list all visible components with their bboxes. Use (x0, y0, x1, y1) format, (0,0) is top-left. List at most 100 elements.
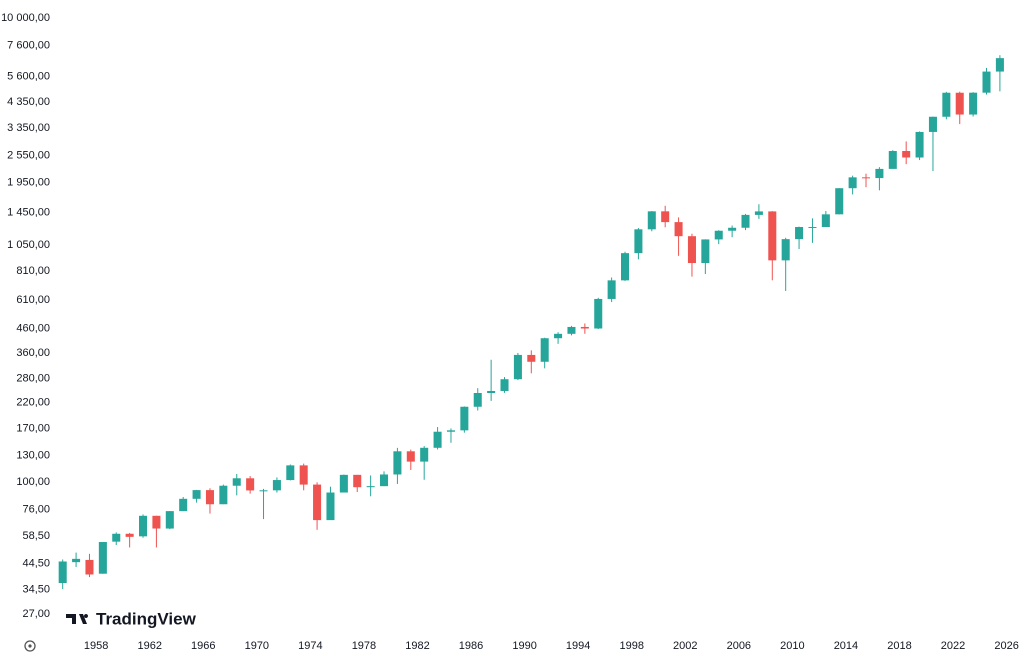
candle-body (286, 465, 295, 481)
candle-body (112, 533, 121, 542)
candle-body (607, 280, 616, 299)
candle-body (768, 211, 777, 261)
y-tick-label: 7 600,00 (7, 40, 50, 52)
y-tick-label: 130,00 (16, 450, 50, 462)
candle-body (500, 379, 509, 391)
candle-body (513, 354, 522, 380)
candle-body (848, 177, 857, 189)
candle-body (728, 227, 737, 231)
y-tick-label: 58,50 (22, 530, 50, 542)
candle-body (621, 253, 630, 281)
candle-body (72, 558, 81, 563)
candle-body (473, 392, 482, 407)
y-tick-label: 1 950,00 (7, 177, 50, 189)
candle-body (567, 326, 576, 334)
y-tick-label: 360,00 (16, 347, 50, 359)
candle-body (821, 214, 830, 228)
candle-body (915, 131, 924, 158)
candle-body (594, 298, 603, 329)
candle-body (861, 177, 871, 179)
y-tick-label: 10 000,00 (1, 12, 50, 24)
candle-body (446, 430, 455, 432)
candle-body (420, 447, 429, 462)
x-tick-label: 1982 (405, 640, 429, 652)
y-tick-label: 280,00 (16, 372, 50, 384)
candle-body (554, 333, 563, 339)
candle-body (540, 338, 549, 362)
watermark: TradingView (96, 609, 197, 628)
logo: TradingView (66, 609, 197, 628)
x-tick-label: 2018 (887, 640, 911, 652)
x-tick-label: 2010 (780, 640, 804, 652)
candle-body (795, 227, 804, 240)
candle-body (219, 485, 228, 505)
candle-body (741, 214, 750, 228)
x-tick-label: 2022 (941, 640, 965, 652)
y-tick-label: 44,50 (22, 558, 50, 570)
candle-body (687, 236, 696, 264)
y-tick-label: 3 350,00 (7, 122, 50, 134)
x-tick-label: 1974 (298, 640, 322, 652)
y-tick-label: 2 550,00 (7, 150, 50, 162)
candle-body (259, 490, 268, 492)
candle-body (232, 478, 241, 486)
gear[interactable] (24, 640, 36, 652)
candle-body (634, 229, 643, 254)
candle-body (942, 92, 951, 117)
candle-body (125, 533, 134, 537)
candle-body (433, 431, 442, 448)
y-tick-label: 810,00 (16, 265, 50, 277)
y-tick-label: 100,00 (16, 476, 50, 488)
logo-icon (66, 614, 89, 624)
y-tick-label: 170,00 (16, 423, 50, 435)
candle-body (888, 151, 897, 169)
x-tick-label: 1986 (459, 640, 483, 652)
candle-body (179, 498, 188, 512)
y-tick-label: 76,00 (22, 504, 50, 516)
candle-body (875, 168, 884, 179)
x-tick-label: 2014 (834, 640, 858, 652)
candle-body (326, 492, 335, 521)
candle-body (955, 92, 964, 115)
candle-body (313, 484, 322, 521)
y-tick-label: 34,50 (22, 583, 50, 595)
candle-body (272, 480, 281, 491)
candle-body (139, 515, 148, 537)
candle-body (366, 486, 375, 488)
candle-body (701, 239, 710, 264)
candle-body (98, 542, 107, 574)
candle-body (58, 561, 67, 584)
candle-body (527, 354, 536, 362)
candle-body (205, 490, 214, 505)
candle-body (674, 222, 683, 237)
y-tick-label: 4 350,00 (7, 96, 50, 108)
y-tick-label: 220,00 (16, 397, 50, 409)
candle-body (406, 451, 415, 462)
x-tick-label: 1962 (137, 640, 161, 652)
candle-body (928, 116, 937, 132)
x-tick-label: 2026 (994, 640, 1018, 652)
candle-body (299, 465, 308, 485)
candle-body (647, 211, 656, 230)
candle-body (460, 406, 469, 431)
x-tick-label: 2006 (727, 640, 751, 652)
candle-body (982, 71, 991, 93)
candle-body (393, 451, 402, 475)
candle-body (781, 239, 790, 261)
candle-body (808, 227, 817, 229)
x-tick-label: 1998 (619, 640, 643, 652)
candle-body (487, 390, 496, 393)
candle-body (339, 474, 348, 493)
y-tick-label: 5 600,00 (7, 70, 50, 82)
candle-body (835, 188, 844, 215)
gear-center[interactable] (28, 644, 32, 648)
candle-body (661, 211, 670, 223)
settings-icon[interactable] (24, 640, 36, 652)
candle-body (714, 230, 723, 240)
y-tick-label: 610,00 (16, 294, 50, 306)
candle-body (995, 58, 1004, 72)
x-tick-label: 1958 (84, 640, 108, 652)
x-tick-label: 1994 (566, 640, 590, 652)
